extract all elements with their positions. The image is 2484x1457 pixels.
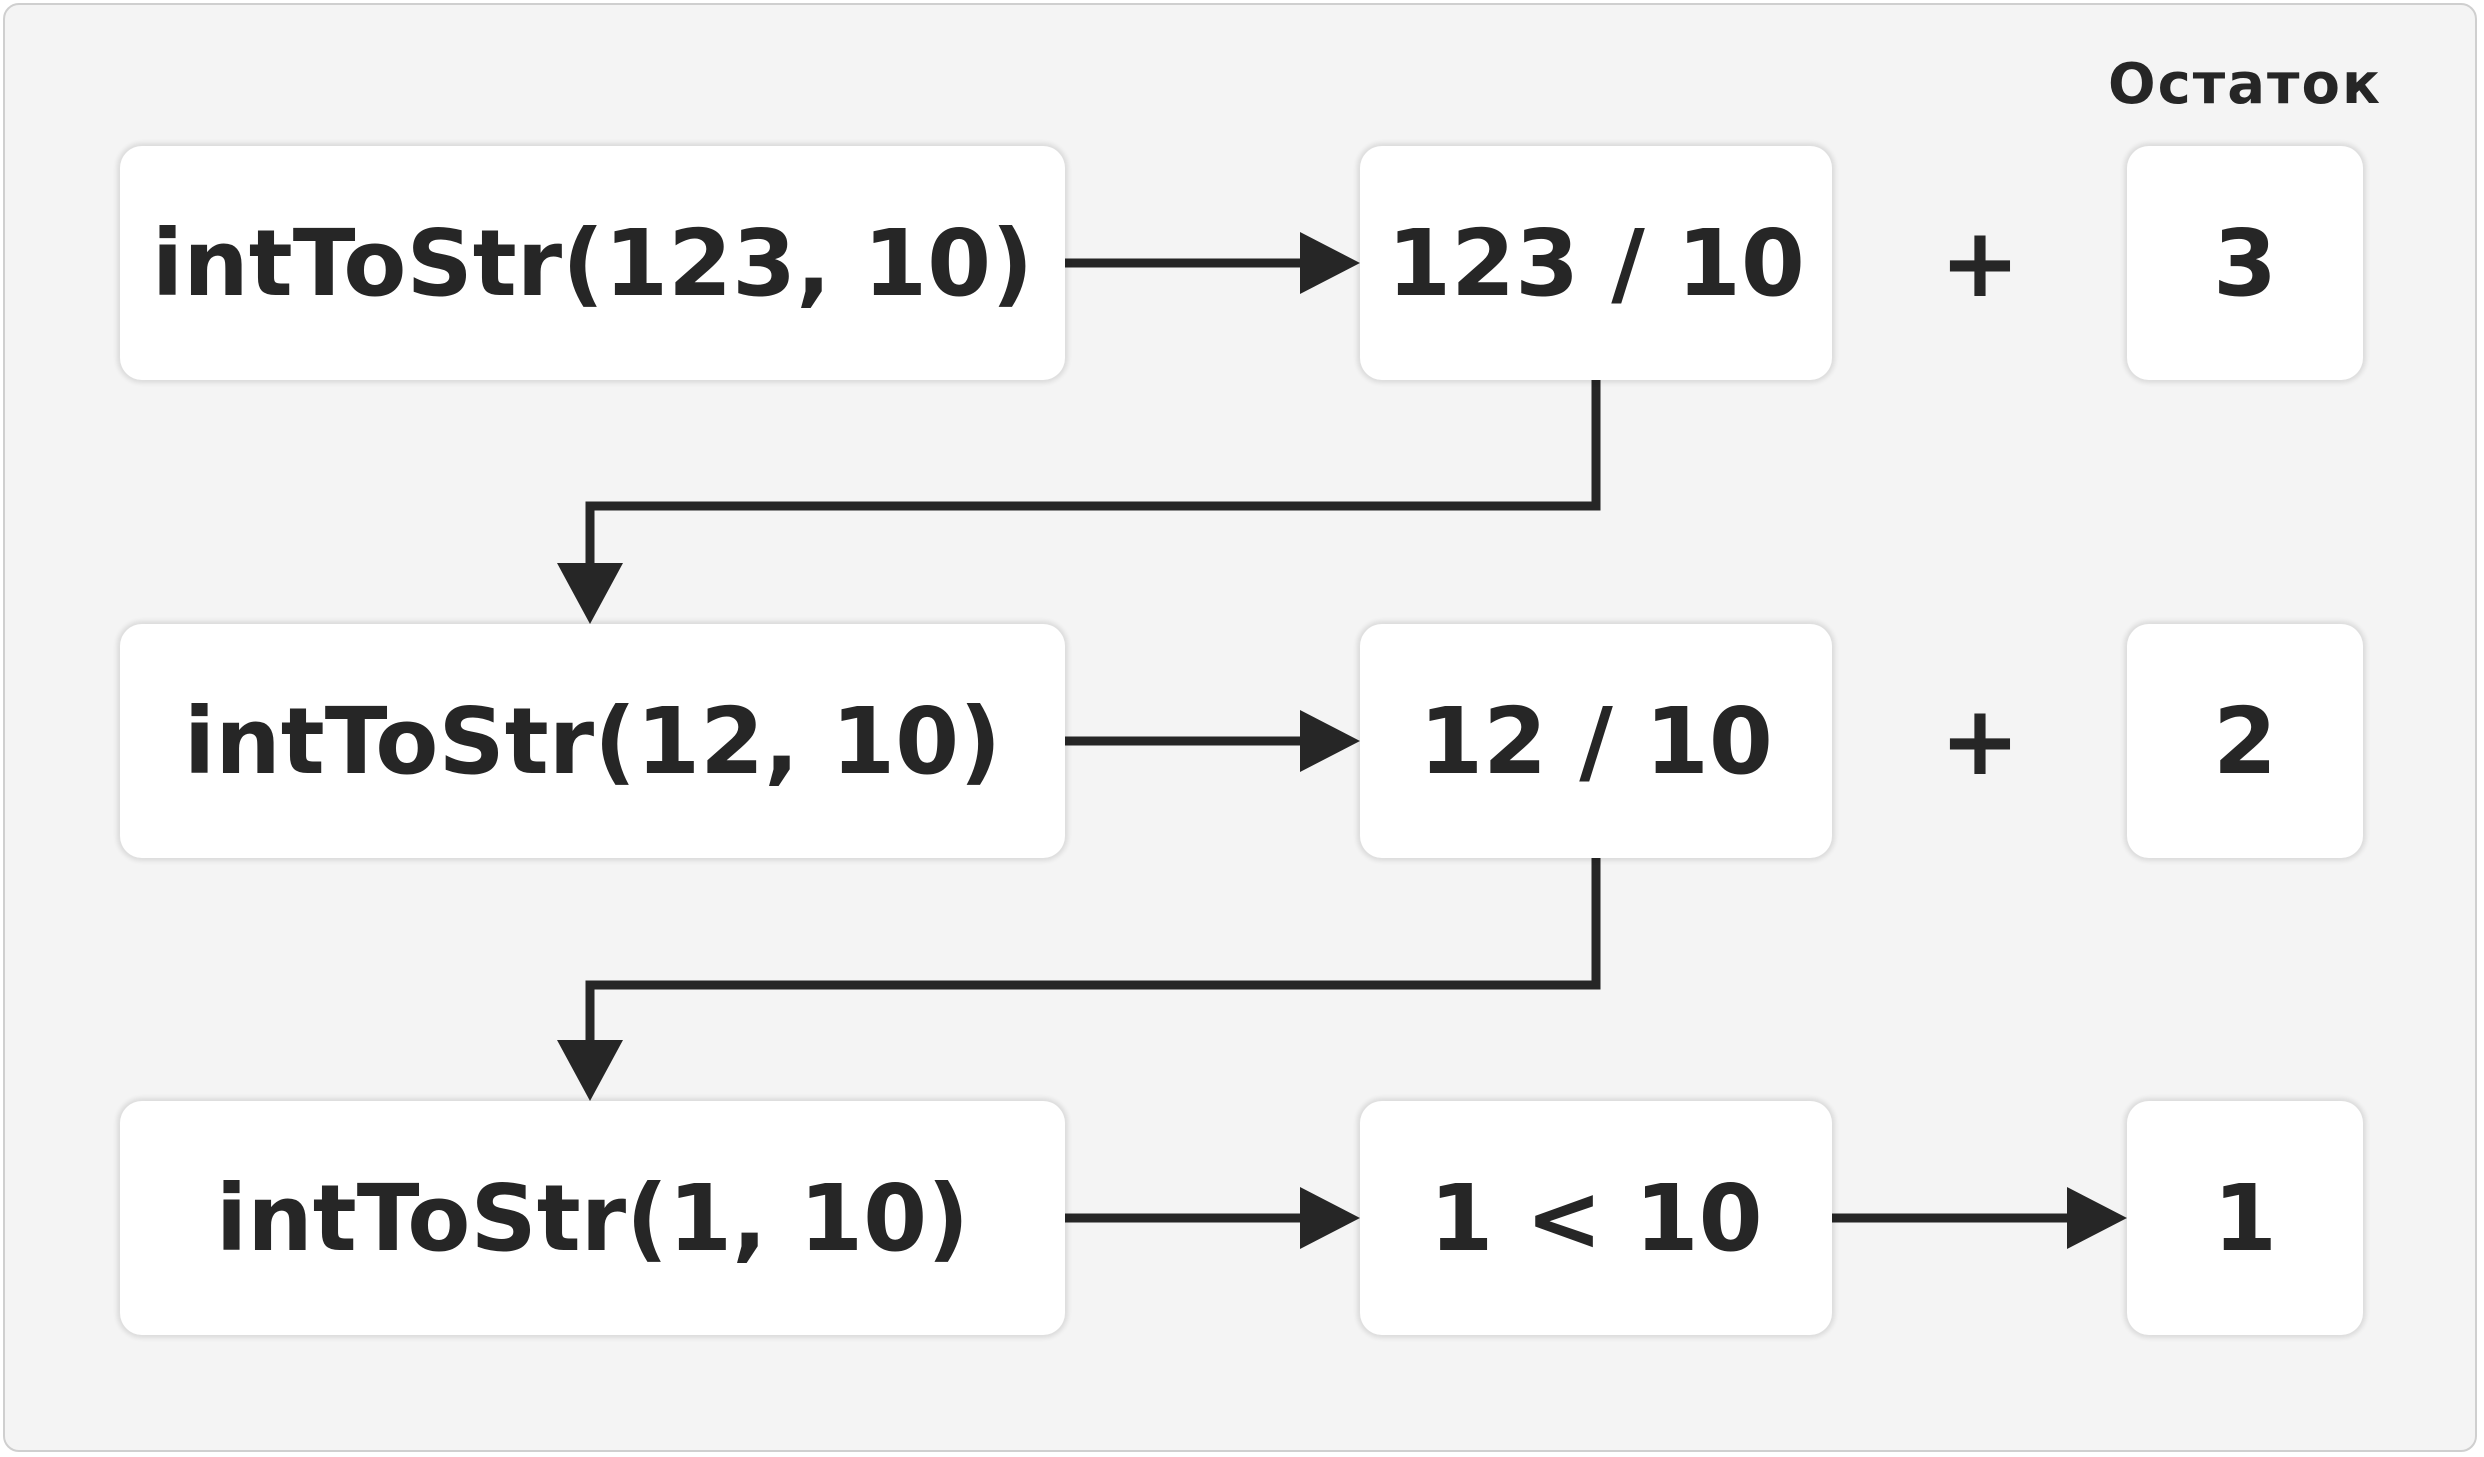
connector-row2-to-row3 [585, 858, 1601, 1040]
remainder-heading: Остаток [2108, 51, 2382, 117]
arrowhead-down-row2 [557, 563, 623, 624]
arrowhead-row1 [1300, 232, 1360, 294]
arrowhead-row3 [1300, 1187, 1360, 1249]
call-box-2: intToStr(12, 10) [120, 624, 1065, 858]
arrowhead-down-row3 [557, 1040, 623, 1101]
call-box-3: intToStr(1, 10) [120, 1101, 1065, 1335]
operation-box-3: 1 < 10 [1360, 1101, 1832, 1335]
arrowhead-row2 [1300, 710, 1360, 772]
remainder-box-1: 3 [2127, 146, 2363, 380]
plus-sign-2: + [1939, 685, 2021, 797]
operation-box-2: 12 / 10 [1360, 624, 1832, 858]
remainder-box-2: 2 [2127, 624, 2363, 858]
plus-sign-1: + [1939, 207, 2021, 319]
call-box-1: intToStr(123, 10) [120, 146, 1065, 380]
arrowhead-row3-remainder [2067, 1187, 2127, 1249]
operation-box-1: 123 / 10 [1360, 146, 1832, 380]
remainder-box-3: 1 [2127, 1101, 2363, 1335]
connector-row1-to-row2 [585, 380, 1601, 563]
